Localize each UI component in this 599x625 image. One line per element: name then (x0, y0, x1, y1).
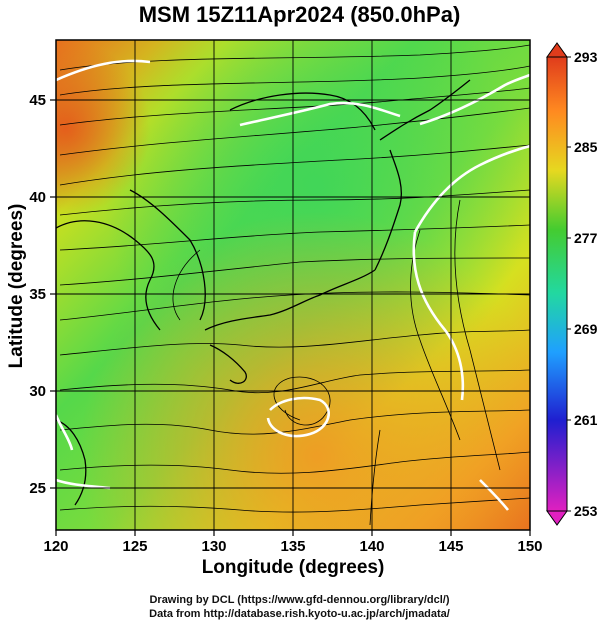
x-tick-label: 145 (438, 538, 463, 555)
colorbar-scale (546, 56, 568, 512)
y-tick-label: 35 (29, 286, 46, 303)
y-tick-label: 40 (29, 189, 46, 206)
map-title: MSM 15Z11Apr2024 (850.0hPa) (138, 2, 461, 27)
x-tick-label: 150 (517, 538, 542, 555)
colorbar-tick-label: 269 (574, 321, 598, 337)
colorbar-bottom-arrow (546, 510, 568, 526)
colorbar-tick-label: 253 (574, 503, 598, 519)
credit-data-source: Data from http://database.rish.kyoto-u.a… (149, 608, 450, 620)
y-tick-label: 25 (29, 480, 46, 497)
y-tick-label: 30 (29, 383, 46, 400)
x-tick-label: 140 (359, 538, 384, 555)
colorbar-tick-label: 285 (574, 139, 598, 155)
temperature-contours (56, 59, 530, 511)
y-axis-title: Latitude (degrees) (6, 203, 27, 369)
colorbar-tick-label: 261 (574, 412, 598, 428)
colorbar-top-arrow (546, 42, 568, 58)
x-tick-label: 130 (201, 538, 226, 555)
colorbar-tick-label: 293 (574, 49, 598, 65)
colorbar: 293 285 277 269 261 253 (546, 42, 598, 526)
axis-ticks (50, 99, 531, 536)
map-grid (56, 40, 530, 530)
x-tick-label: 120 (43, 538, 68, 555)
colorbar-tick-label: 277 (574, 230, 598, 246)
x-tick-label: 125 (122, 538, 147, 555)
y-tick-label: 45 (29, 92, 46, 109)
credit-drawing: Drawing by DCL (https://www.gfd-dennou.o… (149, 594, 450, 606)
x-axis-title: Longitude (degrees) (201, 557, 385, 578)
x-tick-label: 135 (280, 538, 305, 555)
